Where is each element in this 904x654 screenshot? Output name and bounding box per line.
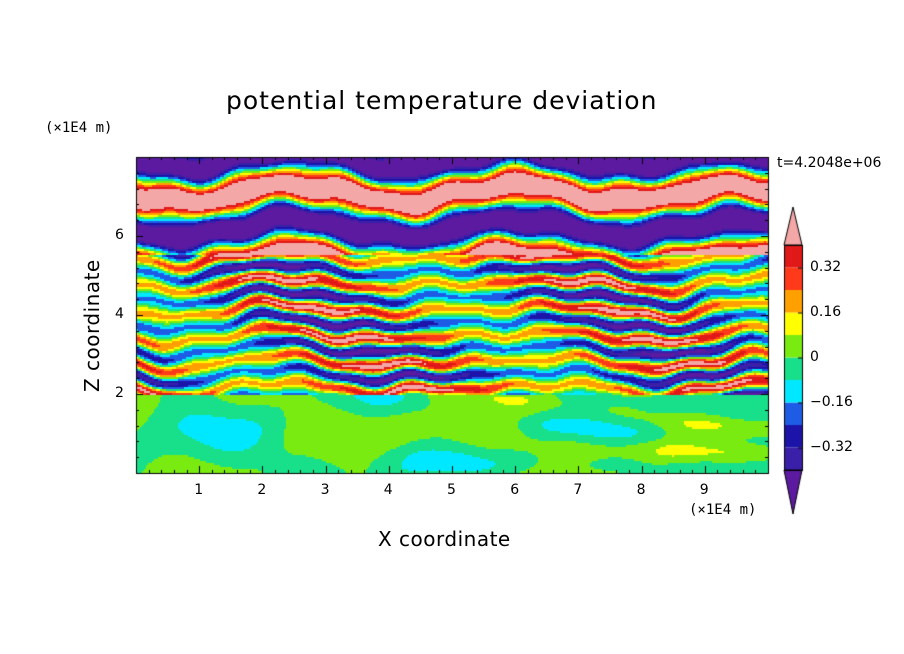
- x-tick-label: 6: [510, 482, 520, 498]
- x-tick-label: 5: [447, 482, 456, 498]
- x-tick-label: 7: [573, 482, 583, 498]
- x-tick-label: 8: [636, 482, 646, 498]
- y-unit-label: (×1E4 m): [45, 120, 113, 136]
- x-tick-label: 2: [257, 482, 267, 498]
- colorbar-tick-label: −0.32: [810, 438, 853, 455]
- y-axis-label: Z coordinate: [80, 259, 104, 392]
- colorbar-tick-label: 0.16: [810, 303, 842, 320]
- time-label: t=4.2048e+06: [777, 155, 882, 171]
- colorbar-tick-label: 0.32: [810, 258, 842, 275]
- colorbar-tick-label: 0: [810, 348, 819, 365]
- x-tick-label: 1: [194, 482, 204, 498]
- colorbar-tick-label: −0.16: [810, 393, 853, 410]
- y-tick-label: 4: [115, 306, 124, 322]
- y-tick-label: 2: [115, 385, 124, 401]
- x-tick-label: 9: [699, 482, 709, 498]
- chart-title: potential temperature deviation: [226, 86, 658, 115]
- x-tick-label: 3: [320, 482, 330, 498]
- x-unit-label: (×1E4 m): [689, 502, 757, 518]
- x-tick-label: 4: [383, 482, 393, 498]
- x-axis-label: X coordinate: [378, 527, 511, 551]
- y-tick-label: 6: [115, 227, 124, 243]
